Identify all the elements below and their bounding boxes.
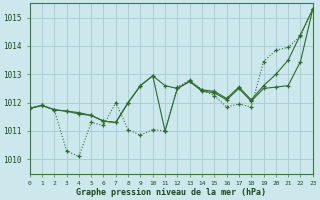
X-axis label: Graphe pression niveau de la mer (hPa): Graphe pression niveau de la mer (hPa) bbox=[76, 188, 266, 197]
